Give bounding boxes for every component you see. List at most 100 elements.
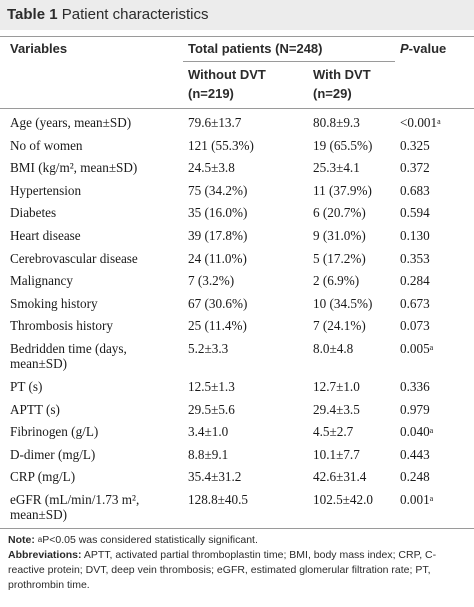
variable-cell: No of women: [10, 137, 83, 153]
pvalue-cell: 0.336: [400, 379, 430, 394]
pvalue-cell: 0.001a: [400, 492, 433, 507]
table-row: Heart disease 39 (17.8%) 9 (31.0%) 0.130: [0, 224, 474, 247]
variable-cell: Malignancy: [10, 273, 73, 289]
without-dvt-cell: 29.5±5.6: [188, 401, 235, 417]
with-dvt-cell: 7 (24.1%): [313, 318, 366, 334]
pvalue-cell: 0.248: [400, 469, 430, 484]
pvalue-cell: 0.594: [400, 205, 430, 220]
with-dvt-cell: 10.1±7.7: [313, 446, 360, 462]
header-without-n: (n=219): [188, 86, 234, 101]
with-dvt-cell: 19 (65.5%): [313, 137, 373, 153]
without-dvt-cell: 35 (16.0%): [188, 205, 248, 221]
pvalue-cell: 0.673: [400, 296, 430, 311]
table-label: Table 1: [7, 6, 58, 23]
header-with-n: (n=29): [313, 86, 352, 101]
significance-marker: a: [429, 342, 434, 352]
with-dvt-cell: 9 (31.0%): [313, 227, 366, 243]
without-dvt-cell: 121 (55.3%): [188, 137, 254, 153]
table-row: APTT (s) 29.5±5.6 29.4±3.5 0.979: [0, 398, 474, 421]
significance-marker: a: [429, 493, 434, 503]
pvalue-value: <0.001: [400, 115, 438, 130]
variable-cell: APTT (s): [10, 401, 60, 417]
table-row: Age (years, mean±SD) 79.6±13.7 80.8±9.3 <0.…: [0, 111, 474, 134]
header-with-dvt: With DVT: [313, 67, 371, 82]
without-dvt-cell: 75 (34.2%): [188, 182, 248, 198]
significance-marker: a: [429, 426, 434, 436]
with-dvt-cell: 42.6±31.4: [313, 469, 367, 485]
table-notes: Note: aP<0.05 was considered statistical…: [8, 533, 470, 593]
with-dvt-cell: 12.7±1.0: [313, 378, 360, 394]
variable-cell: Hypertension: [10, 182, 82, 198]
header-pvalue-rest: -value: [408, 41, 447, 56]
group-rule: [183, 61, 395, 62]
table-body: Age (years, mean±SD) 79.6±13.7 80.8±9.3 <0.…: [0, 111, 474, 526]
pvalue-value: 0.130: [400, 227, 430, 243]
table-title-text: Patient characteristics: [61, 6, 209, 23]
pvalue-value: 0.336: [400, 378, 430, 394]
table-row: Hypertension 75 (34.2%) 11 (37.9%) 0.683: [0, 179, 474, 202]
note-label: Note:: [8, 534, 35, 546]
header-without-dvt: Without DVT: [188, 67, 266, 82]
table-title: Table 1 Patient characteristics: [0, 0, 474, 30]
with-dvt-cell: 25.3±4.1: [313, 160, 360, 176]
table-row: CRP (mg/L) 35.4±31.2 42.6±31.4 0.248: [0, 465, 474, 488]
with-dvt-cell: 8.0±4.8: [313, 340, 354, 356]
pvalue-value: 0.073: [400, 318, 430, 334]
pvalue-value: 0.443: [400, 446, 430, 462]
with-dvt-cell: 2 (6.9%): [313, 273, 360, 289]
note-superscript: a: [37, 535, 43, 544]
table-row: Malignancy 7 (3.2%) 2 (6.9%) 0.284: [0, 269, 474, 292]
variable-cell: CRP (mg/L): [10, 469, 76, 485]
pvalue-cell: 0.325: [400, 138, 430, 153]
with-dvt-cell: 102.5±42.0: [313, 491, 373, 507]
with-dvt-cell: 4.5±2.7: [313, 424, 354, 440]
with-dvt-cell: 80.8±9.3: [313, 115, 360, 130]
variable-cell: Bedridden time (days, mean±SD): [10, 340, 127, 371]
top-rule: [0, 36, 474, 37]
pvalue-value: 0.372: [400, 160, 430, 176]
without-dvt-cell: 128.8±40.5: [188, 491, 248, 507]
pvalue-cell: 0.040a: [400, 424, 433, 439]
header-total-patients: Total patients (N=248): [188, 41, 323, 56]
pvalue-cell: 0.073: [400, 318, 430, 333]
table-row: Bedridden time (days, mean±SD) 5.2±3.3 8.0…: [0, 337, 474, 375]
pvalue-value: 0.673: [400, 295, 430, 311]
pvalue-value: 0.353: [400, 250, 430, 266]
pvalue-cell: 0.353: [400, 251, 430, 266]
pvalue-cell: 0.443: [400, 447, 430, 462]
pvalue-value: 0.248: [400, 469, 430, 485]
pvalue-value: 0.979: [400, 401, 430, 417]
with-dvt-cell: 29.4±3.5: [313, 401, 360, 417]
pvalue-cell: 0.284: [400, 273, 430, 288]
variable-cell: Smoking history: [10, 295, 98, 311]
without-dvt-cell: 39 (17.8%): [188, 227, 248, 243]
variable-cell: Fibrinogen (g/L): [10, 424, 99, 440]
abbreviations-label: Abbreviations:: [8, 549, 82, 561]
header-pvalue: P-value: [400, 41, 446, 56]
table-row: Cerebrovascular disease 24 (11.0%) 5 (17.2…: [0, 247, 474, 270]
without-dvt-cell: 12.5±1.3: [188, 378, 235, 394]
with-dvt-cell: 5 (17.2%): [313, 250, 366, 266]
without-dvt-cell: 67 (30.6%): [188, 295, 248, 311]
with-dvt-cell: 10 (34.5%): [313, 295, 373, 311]
without-dvt-cell: 35.4±31.2: [188, 469, 242, 485]
without-dvt-cell: 7 (3.2%): [188, 273, 235, 289]
abbreviations-line: Abbreviations: APTT, activated partial t…: [8, 548, 470, 593]
table-row: BMI (kg/m², mean±SD) 24.5±3.8 25.3±4.1 0.37…: [0, 156, 474, 179]
variable-cell: PT (s): [10, 378, 43, 394]
variable-cell: Heart disease: [10, 227, 81, 243]
significance-marker: a: [437, 117, 441, 126]
pvalue-cell: 0.979: [400, 402, 430, 417]
table-row: Fibrinogen (g/L) 3.4±1.0 4.5±2.7 0.040a: [0, 420, 474, 443]
without-dvt-cell: 25 (11.4%): [188, 318, 247, 334]
variable-cell: Cerebrovascular disease: [10, 250, 138, 266]
pvalue-cell: 0.372: [400, 160, 430, 175]
variable-cell: Diabetes: [10, 205, 57, 221]
with-dvt-cell: 11 (37.9%): [313, 182, 372, 198]
variable-cell: BMI (kg/m², mean±SD): [10, 160, 138, 176]
table-row: No of women 121 (55.3%) 19 (65.5%) 0.325: [0, 134, 474, 157]
pvalue-cell: 0.130: [400, 228, 430, 243]
table-row: Thrombosis history 25 (11.4%) 7 (24.1%) 0.0…: [0, 314, 474, 337]
without-dvt-cell: 24.5±3.8: [188, 160, 235, 176]
